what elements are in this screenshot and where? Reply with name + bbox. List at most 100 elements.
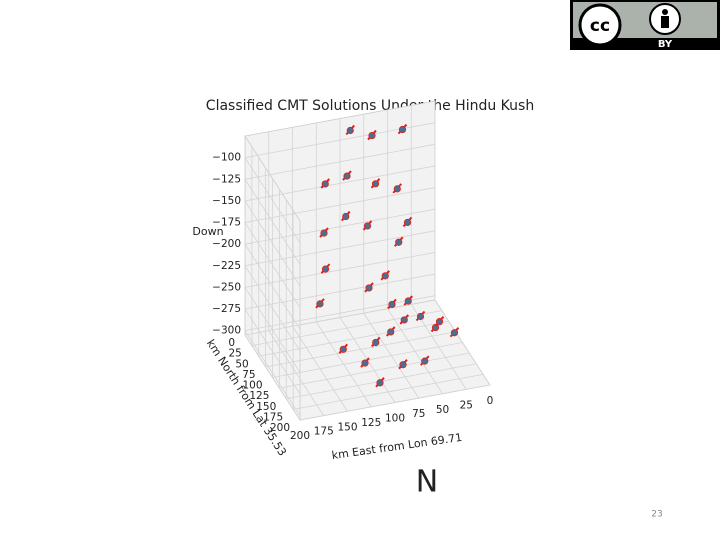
- event-marker: [321, 265, 330, 273]
- grid-line: [244, 187, 436, 223]
- event-marker: [372, 338, 380, 347]
- grid-line: [244, 157, 301, 243]
- y-tick-label: 75: [242, 369, 255, 381]
- grid-line: [265, 331, 456, 368]
- z-tick-label: −250: [212, 281, 241, 293]
- event-marker: [400, 316, 408, 324]
- x-tick-label: 100: [385, 413, 405, 425]
- event-marker: [403, 218, 412, 227]
- event-marker: [416, 312, 425, 321]
- event-marker: [399, 361, 407, 369]
- x-tick-label: 175: [314, 426, 334, 438]
- event-point: [449, 327, 460, 338]
- event-marker: [435, 318, 444, 326]
- event-marker: [376, 379, 384, 387]
- event-point: [434, 315, 445, 327]
- grid-line: [251, 310, 442, 347]
- x-axis-label: km East from Lon 69.71: [331, 431, 463, 462]
- event-point: [320, 263, 331, 274]
- event-marker: [450, 329, 459, 337]
- z-axis-label: Down: [192, 225, 223, 238]
- event-point: [420, 355, 430, 366]
- grid-line: [244, 287, 301, 373]
- event-point: [367, 129, 377, 141]
- event-point: [380, 270, 390, 281]
- event-marker: [346, 126, 354, 135]
- event-point: [387, 298, 397, 310]
- event-point: [392, 183, 402, 194]
- y-tick-label: 150: [256, 401, 276, 413]
- license-badge: cc BY: [570, 0, 720, 50]
- event-point: [319, 227, 329, 238]
- event-marker: [343, 172, 351, 180]
- x-tick-label: 0: [487, 395, 494, 407]
- grid-line: [299, 384, 491, 421]
- grid-line: [244, 165, 436, 202]
- event-point: [342, 170, 352, 181]
- event-marker: [387, 328, 395, 336]
- event-point: [394, 236, 404, 247]
- z-tick-label: −125: [212, 173, 241, 185]
- grid-line: [244, 265, 301, 352]
- event-point: [370, 178, 381, 189]
- event-marker: [339, 345, 347, 353]
- cc-circle: [578, 3, 622, 47]
- grid-line: [244, 252, 436, 288]
- event-point: [403, 295, 413, 306]
- event-marker: [316, 300, 324, 308]
- event-point: [375, 377, 385, 388]
- event-marker: [421, 357, 429, 365]
- event-marker: [371, 180, 380, 188]
- by-head: [662, 9, 668, 15]
- y-tick-label: 25: [229, 348, 242, 360]
- event-marker: [342, 212, 350, 221]
- event-point: [364, 282, 374, 293]
- y-tick-label: 100: [242, 380, 262, 392]
- event-marker: [393, 185, 401, 193]
- z-tick-label: −150: [212, 195, 241, 207]
- event-point: [341, 210, 351, 222]
- event-point: [402, 216, 413, 228]
- z-tick-label: −275: [212, 303, 241, 315]
- event-point: [415, 310, 426, 322]
- y-tick-label: 50: [235, 358, 248, 370]
- y-tick-label: 125: [249, 390, 269, 402]
- event-marker: [388, 300, 396, 309]
- x-tick-label: 150: [337, 421, 357, 433]
- grid-line: [244, 208, 436, 245]
- y-tick-label: 200: [270, 422, 290, 434]
- event-point: [398, 359, 408, 370]
- z-tick-label: −100: [212, 152, 241, 164]
- event-point: [315, 298, 325, 309]
- event-point: [320, 178, 330, 189]
- grid-line: [244, 308, 301, 395]
- grid-line: [244, 230, 436, 267]
- z-tick-label: −175: [212, 217, 241, 229]
- event-point: [371, 336, 381, 348]
- x-tick-label: 25: [460, 399, 473, 411]
- event-point: [345, 124, 355, 136]
- event-marker: [365, 284, 373, 292]
- event-point: [338, 343, 348, 354]
- grid-line: [244, 200, 301, 287]
- cc-symbol: cc: [590, 16, 610, 36]
- slide-letter: N: [416, 465, 438, 500]
- z-tick-label: −200: [212, 238, 241, 250]
- event-point: [360, 357, 370, 368]
- grid-line: [244, 243, 301, 330]
- event-point: [397, 123, 408, 135]
- grid-line: [258, 320, 449, 357]
- by-body: [661, 16, 669, 28]
- event-marker: [368, 131, 376, 140]
- grid-line: [293, 373, 484, 410]
- x-tick-label: 75: [412, 408, 425, 420]
- by-label: BY: [658, 39, 673, 50]
- event-point: [386, 326, 396, 337]
- event-point: [362, 220, 373, 231]
- grid-line: [244, 273, 436, 310]
- grid-line: [244, 295, 436, 332]
- event-point: [399, 314, 409, 325]
- event-marker: [321, 180, 329, 188]
- grid-line: [244, 299, 436, 336]
